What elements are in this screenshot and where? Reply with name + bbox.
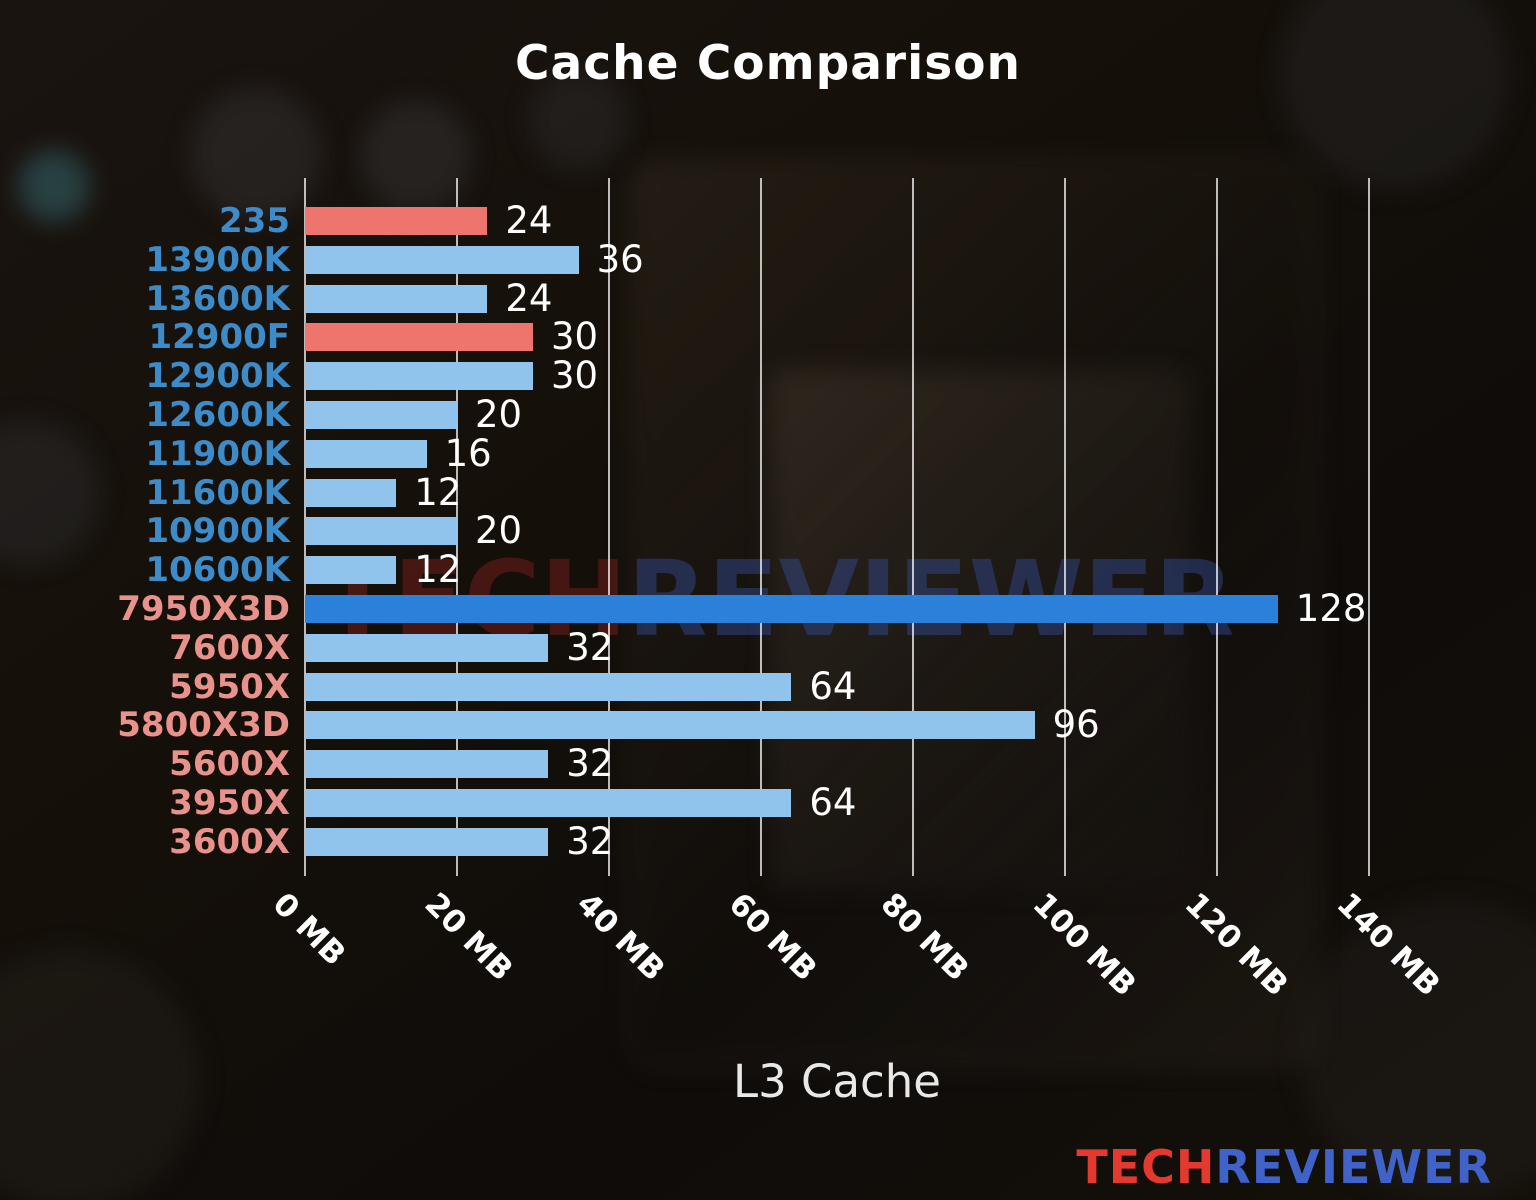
category-label: 11900K: [145, 433, 290, 474]
bar: [305, 633, 549, 662]
category-label: 5950X: [169, 666, 290, 707]
x-tick-label: 20 MB: [417, 886, 520, 989]
bar-value-label: 36: [596, 237, 644, 281]
gridline: [608, 178, 610, 876]
category-label: 7600X: [169, 627, 290, 668]
x-tick-label: 100 MB: [1025, 886, 1143, 1004]
bar-value-label: 32: [566, 742, 614, 786]
x-tick-label: 40 MB: [569, 886, 672, 989]
category-label: 12900F: [148, 317, 290, 358]
category-label: 3600X: [169, 821, 290, 862]
brand-logo-tech: TECH: [1076, 1140, 1216, 1194]
category-label: 11600K: [145, 472, 290, 513]
capacitor-shape: [528, 70, 628, 170]
bar: [305, 711, 1035, 740]
bar: [305, 323, 533, 352]
cpu-die-shape: [770, 370, 1190, 890]
bar-value-label: 12: [414, 548, 462, 592]
x-axis-label: L3 Cache: [733, 1055, 941, 1108]
category-label: 7950X3D: [117, 589, 290, 629]
bar-value-label: 20: [475, 509, 523, 553]
category-label: 12600K: [145, 395, 290, 435]
capacitor-shape: [1280, 0, 1510, 190]
bar-value-label: 128: [1295, 587, 1367, 630]
bar: [305, 556, 397, 585]
category-label: 10600K: [145, 550, 290, 591]
brand-logo-reviewer: REVIEWER: [1215, 1140, 1492, 1194]
bar: [305, 827, 549, 856]
category-label: 3950X: [169, 783, 290, 823]
bar-value-label: 32: [566, 625, 614, 669]
bar-value-label: 30: [551, 354, 599, 398]
capacitor-shape: [1300, 900, 1536, 1200]
bar-value-label: 32: [566, 819, 614, 863]
category-label: 5800X3D: [117, 705, 290, 746]
gridline: [456, 178, 458, 876]
x-tick-label: 80 MB: [873, 886, 976, 989]
chart-title: Cache Comparison: [515, 36, 1021, 91]
gridline: [760, 178, 762, 876]
bar: [305, 284, 488, 313]
bar-value-label: 24: [505, 199, 553, 242]
gridline: [1216, 178, 1218, 876]
gridline: [1368, 178, 1370, 876]
x-tick-label: 60 MB: [721, 886, 824, 989]
bar: [305, 439, 427, 468]
bar: [305, 207, 488, 235]
bar: [305, 672, 792, 701]
bar: [305, 478, 397, 507]
capacitor-shape: [18, 150, 90, 222]
bar: [305, 595, 1278, 623]
bar-value-label: 12: [414, 470, 462, 514]
gridline: [1064, 178, 1066, 876]
bar-value-label: 96: [1052, 703, 1100, 747]
x-tick-label: 120 MB: [1177, 886, 1295, 1004]
bar: [305, 245, 579, 274]
bar: [305, 789, 792, 817]
category-label: 13600K: [145, 278, 290, 319]
bar-value-label: 16: [444, 431, 492, 475]
bar-value-label: 30: [551, 315, 599, 359]
category-label: 5600X: [169, 744, 290, 785]
bar: [305, 750, 549, 779]
category-label: 12900K: [145, 356, 290, 397]
bar-value-label: 64: [809, 664, 857, 708]
bar: [305, 401, 457, 429]
category-label: 13900K: [145, 239, 290, 280]
bar: [305, 517, 457, 546]
gridline: [912, 178, 914, 876]
x-tick-label: 0 MB: [265, 886, 353, 973]
category-label: 235: [219, 201, 290, 241]
bar: [305, 362, 533, 391]
capacitor-shape: [360, 100, 472, 212]
category-label: 10900K: [145, 511, 290, 552]
brand-logo: TECHREVIEWER: [1076, 1140, 1492, 1194]
bar-value-label: 20: [475, 393, 523, 436]
x-tick-label: 140 MB: [1329, 886, 1447, 1004]
capacitor-shape: [190, 88, 322, 220]
bar-value-label: 64: [809, 781, 857, 824]
bar-value-label: 24: [505, 276, 553, 320]
